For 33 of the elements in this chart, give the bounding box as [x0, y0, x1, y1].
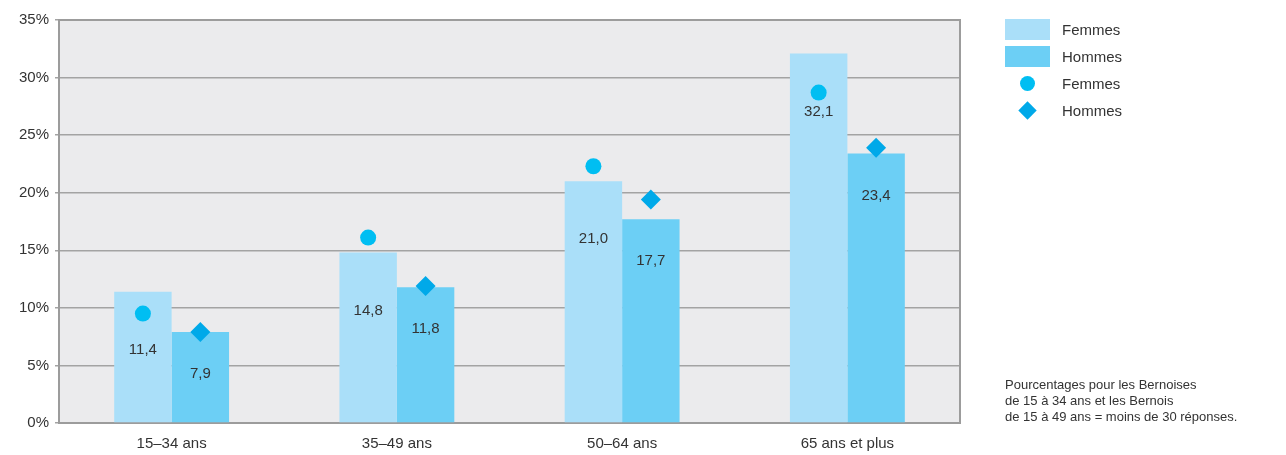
bar [622, 219, 680, 423]
bar [789, 53, 848, 423]
data-label: 23,4 [861, 185, 891, 203]
x-tick-label: 65 ans et plus [800, 434, 895, 452]
data-label: 11,8 [411, 319, 440, 337]
x-tick-label: 50–64 ans [587, 434, 658, 452]
data-label: 17,7 [636, 251, 666, 269]
x-tick-label: 15–34 ans [136, 434, 207, 452]
legend-label: Femmes [1062, 21, 1121, 38]
bar [847, 153, 905, 423]
y-tick-label: 25% [18, 125, 49, 143]
y-tick-label: 30% [18, 67, 49, 85]
bar [339, 252, 397, 423]
data-label: 21,0 [578, 229, 609, 247]
y-tick-label: 0% [27, 413, 49, 431]
bar [171, 332, 230, 423]
bar [114, 291, 172, 423]
bar [396, 287, 455, 423]
y-tick-label: 15% [18, 240, 49, 258]
data-label: 11,4 [128, 339, 157, 357]
y-tick-label: 35% [18, 10, 49, 28]
data-label: 32,1 [804, 101, 834, 119]
bar [564, 181, 623, 423]
y-tick-label: 10% [18, 298, 49, 315]
data-label: 7,9 [189, 364, 211, 382]
y-tick-label: 5% [27, 355, 49, 373]
text: Pourcentages pour les Bernoises de 15 à 34 ans et les Bernois de 15 à 49 ans = moins de 30 réponses. [1005, 377, 1238, 425]
x-tick-label: 35–49 ans [361, 434, 432, 452]
legend-label: Hommes [1062, 48, 1123, 65]
data-label: 14,8 [353, 300, 383, 318]
y-tick-label: 20% [18, 182, 49, 200]
legend-label: Femmes [1062, 75, 1121, 92]
legend-label: Hommes [1062, 102, 1123, 119]
